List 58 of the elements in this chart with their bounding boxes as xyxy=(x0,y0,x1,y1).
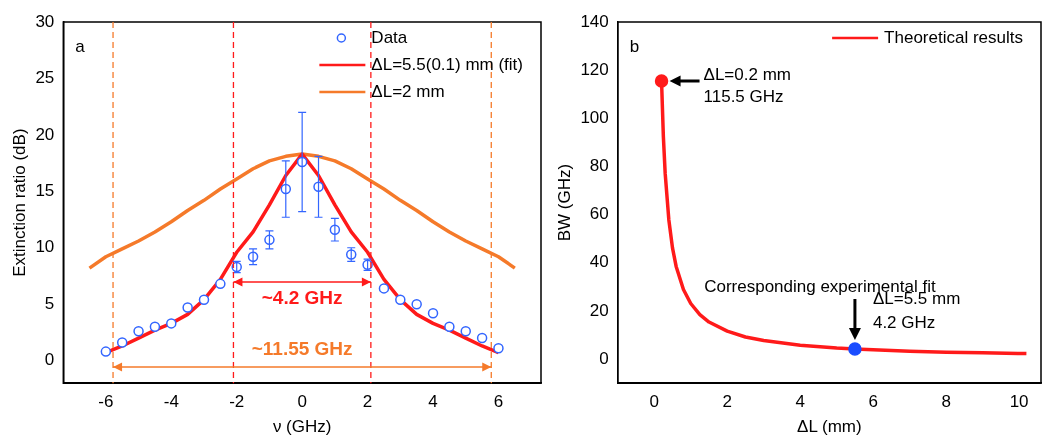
x-tick-label: 4 xyxy=(795,392,805,412)
annotation: a xyxy=(75,37,86,56)
point xyxy=(460,326,471,337)
annotation: ~11.55 GHz xyxy=(251,338,353,360)
y-tick-label: 60 xyxy=(589,204,609,224)
y-tick-label: 0 xyxy=(599,348,609,368)
point xyxy=(100,346,112,357)
x-tick-label: 4 xyxy=(428,392,438,412)
y-tick-label: 120 xyxy=(580,59,609,79)
x-tick-label: -2 xyxy=(229,392,245,412)
x-axis-title: ν (GHz) xyxy=(272,417,332,437)
y-tick-label: 80 xyxy=(589,156,609,176)
point xyxy=(166,318,177,329)
y-tick-label: 30 xyxy=(35,11,55,31)
y-tick-label: 10 xyxy=(35,237,55,257)
y-tick-label: 100 xyxy=(580,108,609,128)
annotation: ΔL=0.2 mm 115.5 GHz xyxy=(703,64,791,106)
x-tick-label: 8 xyxy=(941,392,951,412)
x-tick-label: 0 xyxy=(297,392,307,412)
y-tick-label: 140 xyxy=(580,11,609,31)
x-tick-label: -4 xyxy=(163,392,179,412)
point xyxy=(476,332,488,344)
x-tick-label: -6 xyxy=(98,392,114,412)
y-tick-label: 5 xyxy=(44,293,55,313)
x-tick-label: 2 xyxy=(362,392,373,412)
x-axis-title: ΔL (mm) xyxy=(797,417,862,437)
point xyxy=(395,294,406,305)
legend-label: ΔL=5.5(0.1) mm (fit) xyxy=(371,54,523,74)
point xyxy=(378,283,390,294)
x-tick-label: 10 xyxy=(1009,392,1029,412)
y-axis-title: BW (GHz) xyxy=(554,163,574,242)
point xyxy=(411,298,422,310)
point xyxy=(215,278,226,290)
y-tick-label: 20 xyxy=(589,300,609,320)
x-tick-label: 6 xyxy=(868,392,878,412)
point xyxy=(182,302,193,313)
annotation: Corresponding experimental fit ΔL=5.5 mm 4.2 GHz xyxy=(704,276,961,332)
y-tick-label: 40 xyxy=(589,252,609,272)
point xyxy=(198,294,210,305)
point xyxy=(116,337,128,348)
point xyxy=(133,326,144,337)
x-tick-label: 2 xyxy=(722,392,732,412)
legend-label: Data xyxy=(371,27,408,47)
x-tick-label: 0 xyxy=(649,392,659,412)
y-tick-label: 25 xyxy=(35,68,55,88)
legend-label: Theoretical results xyxy=(884,27,1023,47)
y-tick-label: 15 xyxy=(35,181,55,200)
legend-label: ΔL=2 mm xyxy=(371,81,445,101)
point xyxy=(493,342,504,354)
y-axis-title: Extinction ratio (dB) xyxy=(9,128,29,277)
point xyxy=(427,307,439,319)
y-tick-label: 0 xyxy=(44,350,55,370)
annotation: ~4.2 GHz xyxy=(261,287,343,309)
y-tick-label: 20 xyxy=(35,124,55,144)
annotation: b xyxy=(629,37,640,56)
point xyxy=(444,321,455,333)
point xyxy=(149,321,161,333)
x-tick-label: 6 xyxy=(493,392,504,412)
